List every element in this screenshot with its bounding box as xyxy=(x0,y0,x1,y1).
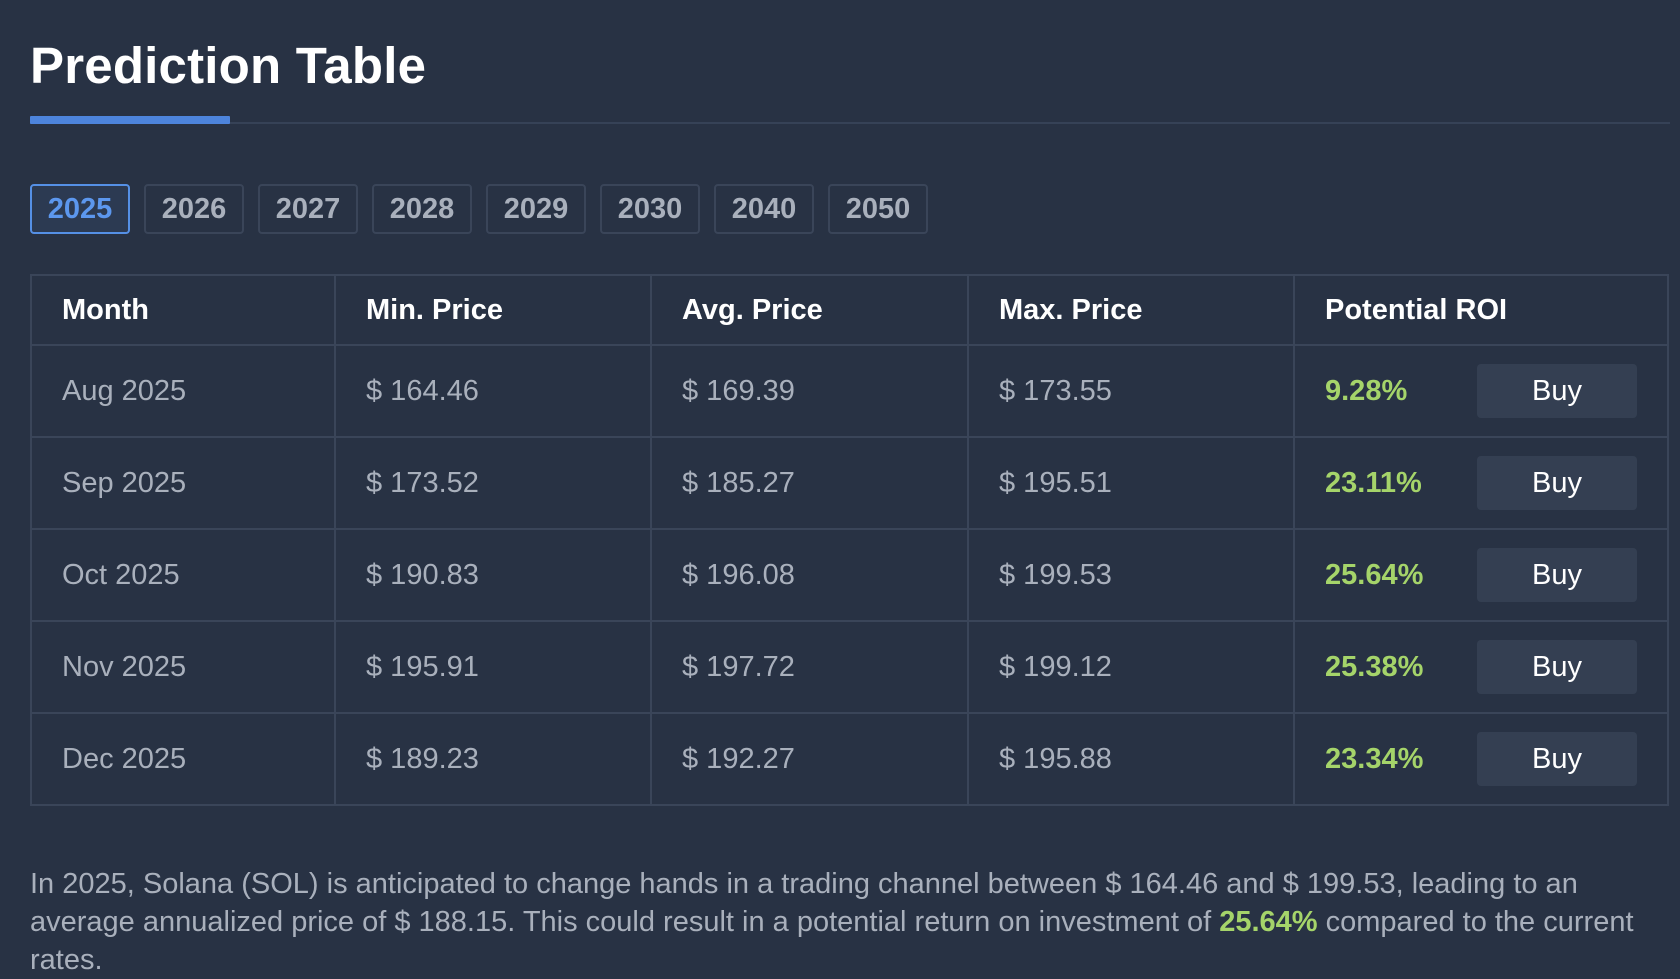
year-tabs: 2025 2026 2027 2028 2029 2030 2040 2050 xyxy=(30,184,942,234)
tab-year-2040[interactable]: 2040 xyxy=(714,184,814,234)
cell-month: Aug 2025 xyxy=(30,344,336,438)
roi-value: 25.38% xyxy=(1325,650,1424,683)
title-divider xyxy=(30,122,1670,124)
cell-min-price: $ 164.46 xyxy=(334,344,652,438)
column-header-month: Month xyxy=(30,274,336,346)
table-row: Nov 2025 $ 195.91 $ 197.72 $ 199.12 25.3… xyxy=(30,620,1669,714)
cell-max-price: $ 199.12 xyxy=(967,620,1295,714)
buy-button[interactable]: Buy xyxy=(1477,456,1637,510)
buy-button[interactable]: Buy xyxy=(1477,640,1637,694)
cell-avg-price: $ 196.08 xyxy=(650,528,969,622)
column-header-avg-price: Avg. Price xyxy=(650,274,969,346)
table-row: Sep 2025 $ 173.52 $ 185.27 $ 195.51 23.1… xyxy=(30,436,1669,530)
cell-min-price: $ 173.52 xyxy=(334,436,652,530)
tab-year-2030[interactable]: 2030 xyxy=(600,184,700,234)
column-header-min-price: Min. Price xyxy=(334,274,652,346)
buy-button[interactable]: Buy xyxy=(1477,364,1637,418)
column-header-potential-roi: Potential ROI xyxy=(1293,274,1669,346)
summary-text: In 2025, Solana (SOL) is anticipated to … xyxy=(30,868,1578,938)
column-header-max-price: Max. Price xyxy=(967,274,1295,346)
cell-min-price: $ 195.91 xyxy=(334,620,652,714)
table-row: Dec 2025 $ 189.23 $ 192.27 $ 195.88 23.3… xyxy=(30,712,1669,806)
cell-month: Dec 2025 xyxy=(30,712,336,806)
summary-roi-highlight: 25.64% xyxy=(1219,906,1318,938)
cell-roi: 9.28% Buy xyxy=(1293,344,1669,438)
cell-avg-price: $ 192.27 xyxy=(650,712,969,806)
cell-avg-price: $ 185.27 xyxy=(650,436,969,530)
buy-button[interactable]: Buy xyxy=(1477,732,1637,786)
cell-max-price: $ 195.88 xyxy=(967,712,1295,806)
roi-value: 25.64% xyxy=(1325,558,1424,591)
summary-paragraph: In 2025, Solana (SOL) is anticipated to … xyxy=(30,865,1670,979)
cell-month: Sep 2025 xyxy=(30,436,336,530)
cell-month: Oct 2025 xyxy=(30,528,336,622)
tab-year-2028[interactable]: 2028 xyxy=(372,184,472,234)
roi-value: 23.34% xyxy=(1325,742,1424,775)
tab-year-2027[interactable]: 2027 xyxy=(258,184,358,234)
prediction-table: Month Min. Price Avg. Price Max. Price P… xyxy=(30,274,1669,806)
cell-max-price: $ 195.51 xyxy=(967,436,1295,530)
tab-year-2026[interactable]: 2026 xyxy=(144,184,244,234)
tab-year-2050[interactable]: 2050 xyxy=(828,184,928,234)
title-accent-underline xyxy=(30,116,230,124)
cell-min-price: $ 190.83 xyxy=(334,528,652,622)
cell-roi: 25.38% Buy xyxy=(1293,620,1669,714)
cell-roi: 25.64% Buy xyxy=(1293,528,1669,622)
roi-value: 23.11% xyxy=(1325,466,1422,499)
roi-value: 9.28% xyxy=(1325,374,1408,407)
cell-avg-price: $ 169.39 xyxy=(650,344,969,438)
cell-max-price: $ 199.53 xyxy=(967,528,1295,622)
table-row: Oct 2025 $ 190.83 $ 196.08 $ 199.53 25.6… xyxy=(30,528,1669,622)
tab-year-2029[interactable]: 2029 xyxy=(486,184,586,234)
cell-max-price: $ 173.55 xyxy=(967,344,1295,438)
cell-min-price: $ 189.23 xyxy=(334,712,652,806)
page-title: Prediction Table xyxy=(30,37,427,94)
tab-year-2025[interactable]: 2025 xyxy=(30,184,130,234)
table-row: Aug 2025 $ 164.46 $ 169.39 $ 173.55 9.28… xyxy=(30,344,1669,438)
cell-month: Nov 2025 xyxy=(30,620,336,714)
cell-avg-price: $ 197.72 xyxy=(650,620,969,714)
cell-roi: 23.34% Buy xyxy=(1293,712,1669,806)
buy-button[interactable]: Buy xyxy=(1477,548,1637,602)
table-header-row: Month Min. Price Avg. Price Max. Price P… xyxy=(30,274,1669,346)
cell-roi: 23.11% Buy xyxy=(1293,436,1669,530)
